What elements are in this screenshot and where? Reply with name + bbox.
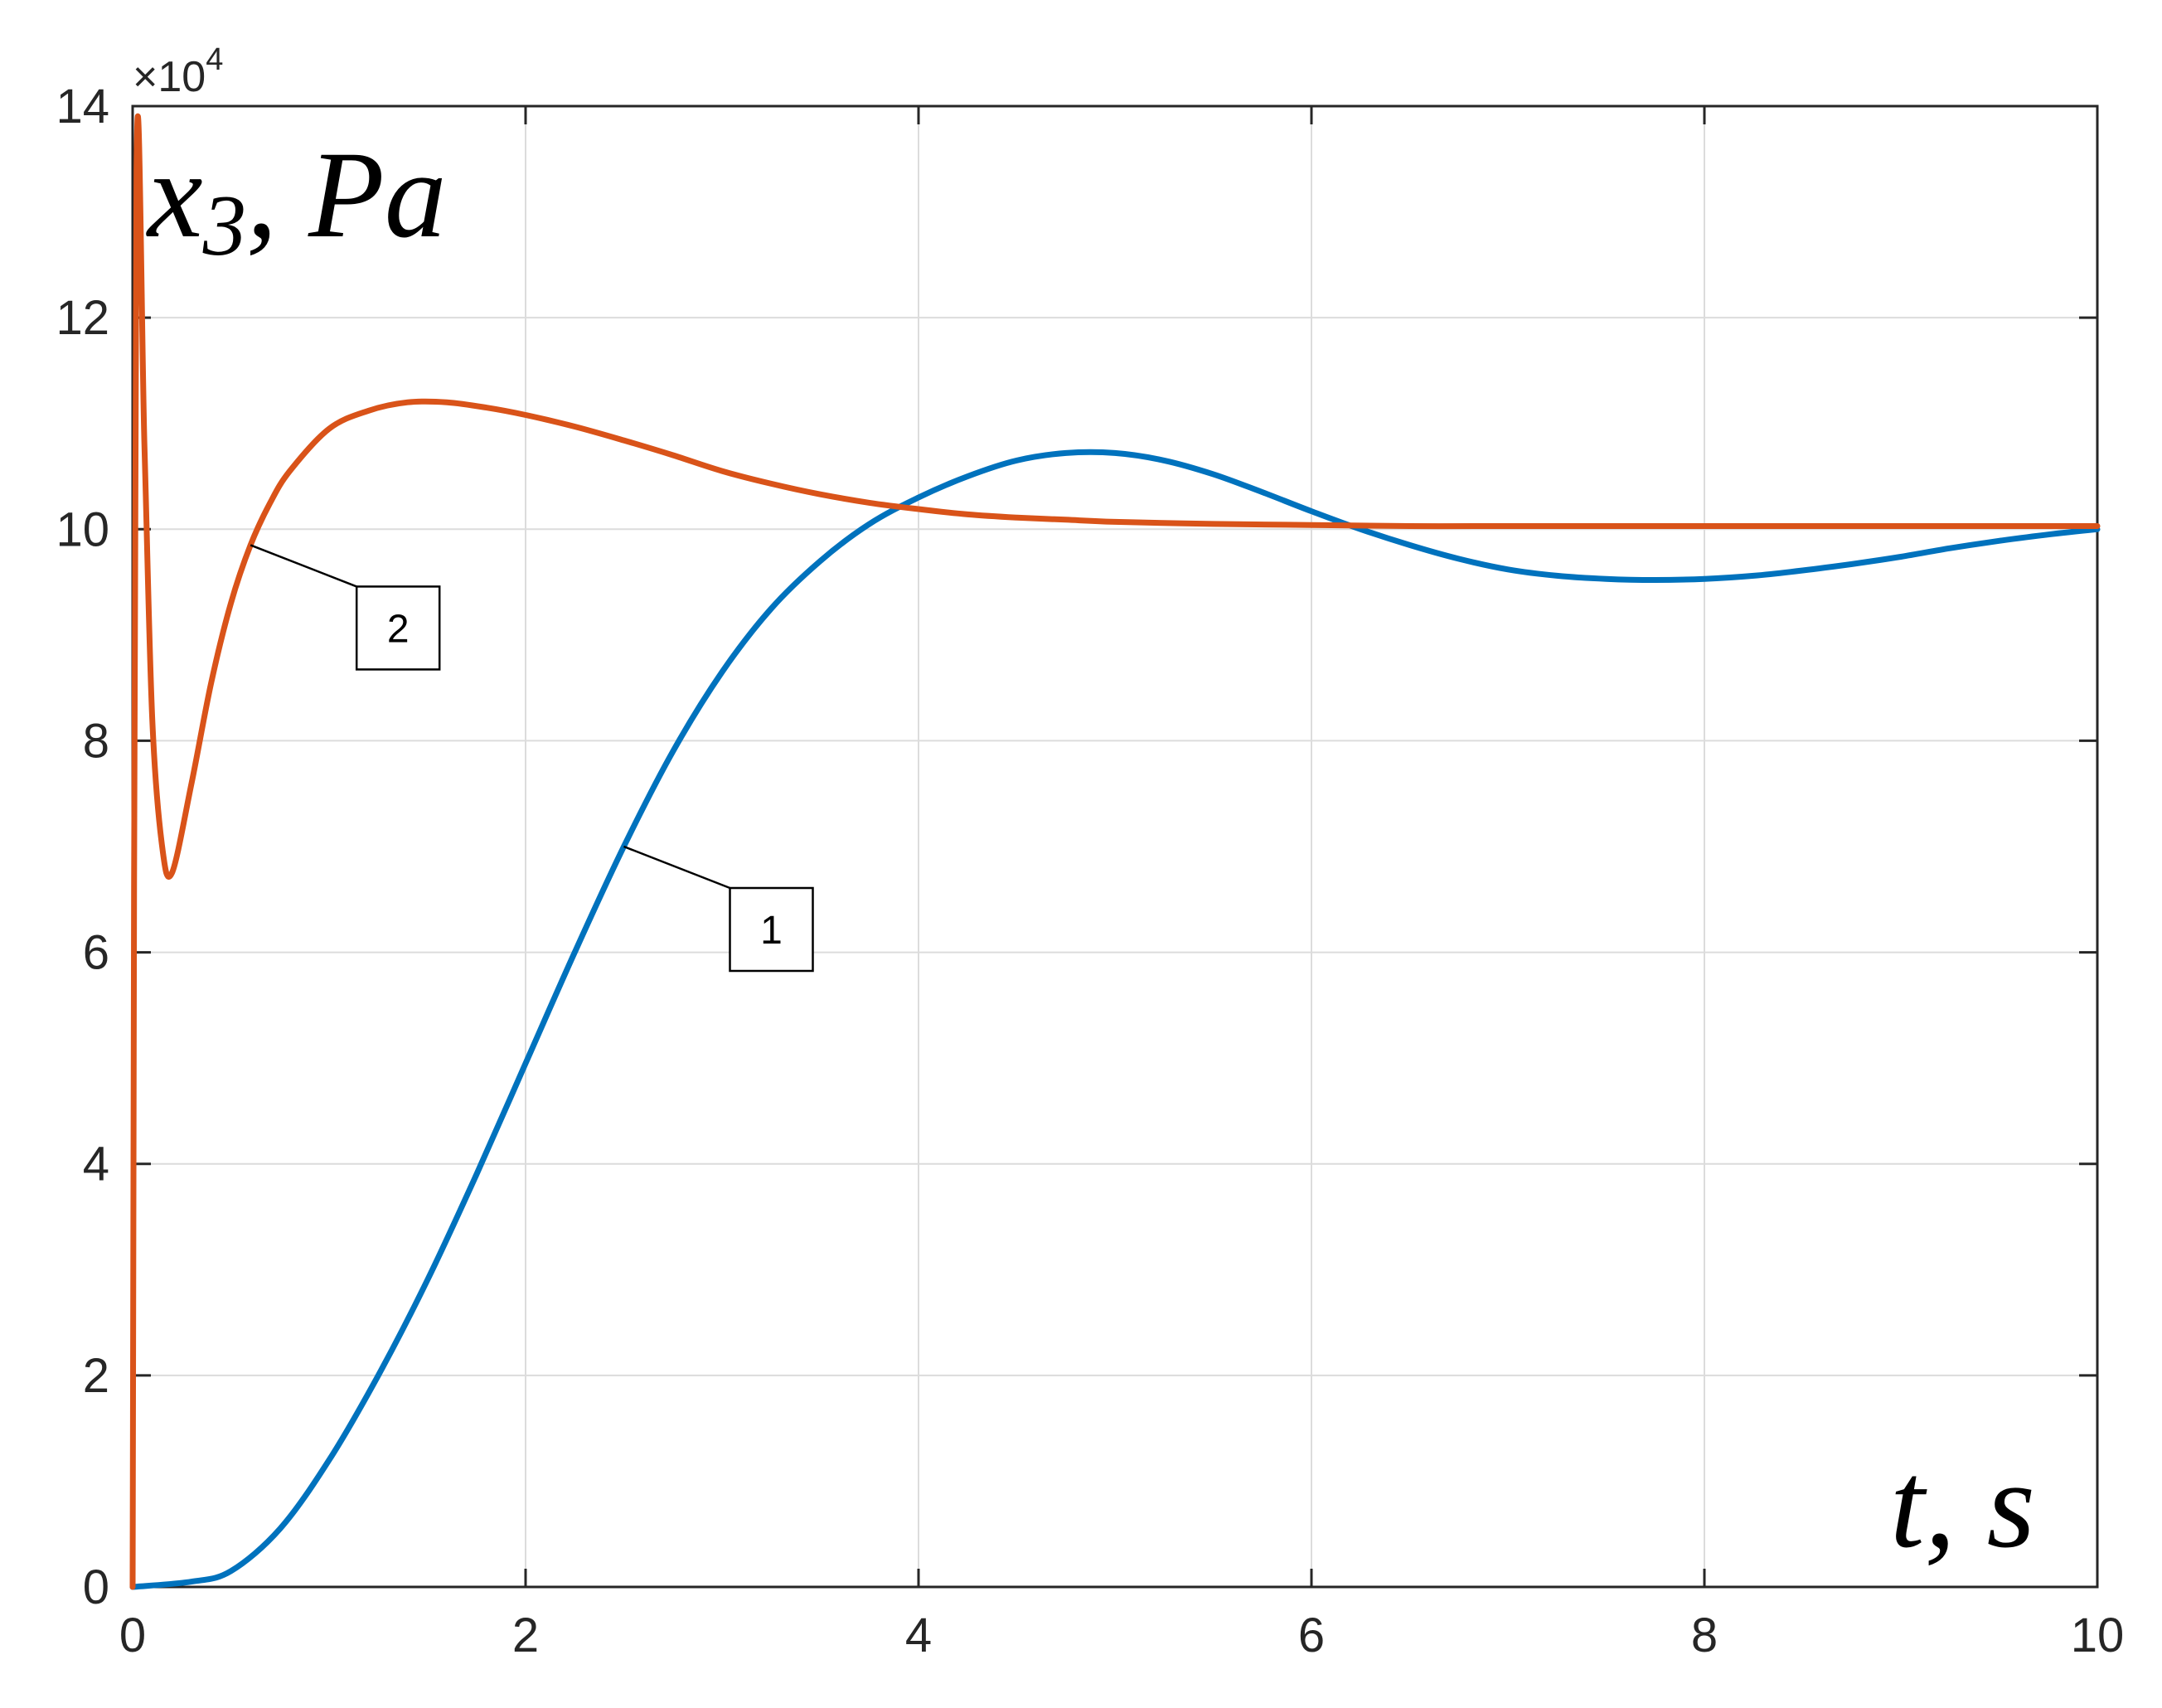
y-tick-label: 4 [83,1138,109,1191]
y-tick-label: 14 [56,80,109,133]
y-tick-label: 10 [56,502,109,556]
series-layer [129,113,2101,1590]
callouts: 12 [250,544,814,973]
y-exponent-power: 4 [206,42,223,77]
callout-label-1: 1 [760,909,783,953]
x-tick-label: 4 [905,1609,932,1662]
x-tick-label: 2 [512,1609,539,1662]
callout-box-2 [355,585,441,671]
x-tick-label: 8 [1691,1609,1718,1662]
callout-leader-2 [250,544,357,588]
grid [133,106,2097,1587]
x-tick-label: 0 [119,1609,146,1662]
y-tick-label: 6 [83,926,109,980]
ticks [131,104,2099,1589]
x-tick-label: 10 [2071,1609,2125,1662]
y-tick-label: 12 [56,291,109,345]
y-tick-label: 2 [83,1349,109,1403]
callout-box-1 [729,886,814,973]
series-line-2 [129,113,2101,1590]
y-axis-label: x3, Pa [146,126,447,274]
x-axis-label: t, s [1890,1436,2035,1574]
callout-label-2: 2 [387,607,410,651]
series-line-1 [129,449,2101,1590]
y-exponent-label: ×104 [133,42,223,101]
callout-leader-1 [623,845,730,890]
y-tick-label: 8 [83,714,109,768]
y-tick-label: 0 [83,1560,109,1614]
x-tick-label: 6 [1298,1609,1325,1662]
plot-area-frame [131,104,2099,1589]
